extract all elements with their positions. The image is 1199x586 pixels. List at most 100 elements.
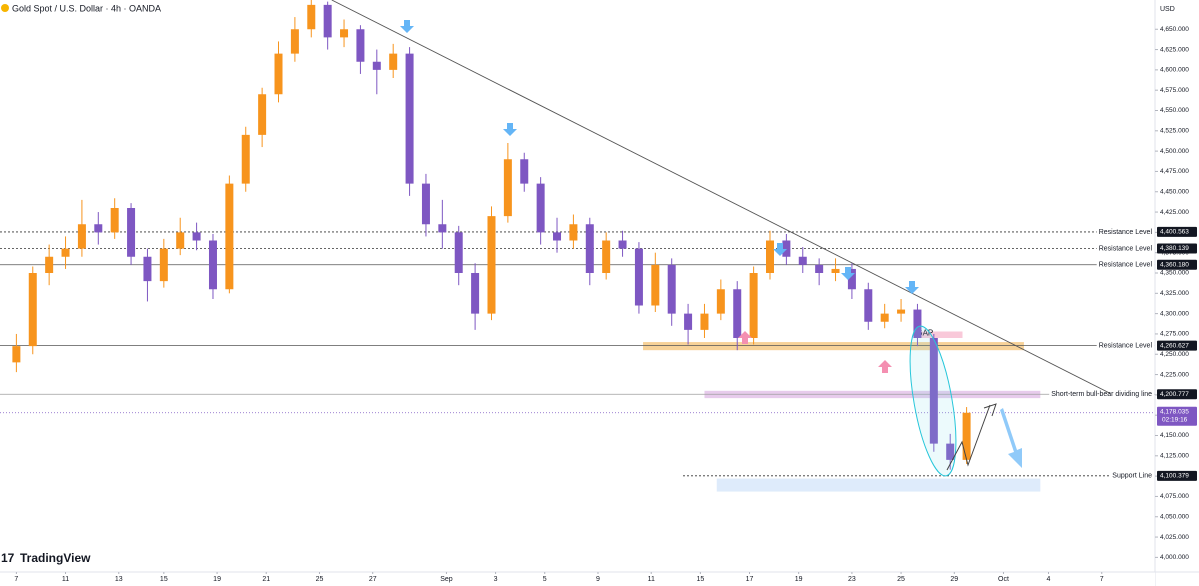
x-tick-label: 15	[160, 576, 168, 583]
candle-body	[553, 232, 562, 241]
candle-body	[127, 208, 136, 257]
candle-body	[356, 29, 365, 62]
candle-body	[487, 216, 496, 314]
x-tick-label: 25	[316, 576, 324, 583]
axes: 4,000.000 4,025.000 4,050.000 4,075.000 4,10…	[14, 26, 1197, 583]
x-tick-label: 23	[848, 576, 856, 583]
plot-area: GAP Resistance Level Resistance Level Resis…	[0, 0, 1155, 492]
current-price-box	[1157, 406, 1197, 426]
level-name-bg	[1110, 471, 1155, 481]
level-name: Resistance Level	[1099, 229, 1153, 236]
candle-body	[897, 309, 906, 314]
candle-body	[159, 248, 168, 282]
candle-body	[602, 240, 611, 273]
y-tick-label: 4,450.000	[1160, 188, 1189, 195]
candle-body	[290, 29, 299, 54]
y-tick-label: 4,300.000	[1160, 310, 1189, 317]
y-tick-label: 4,550.000	[1160, 107, 1189, 114]
x-tick-label: 5	[543, 576, 547, 583]
y-tick-label: 4,275.000	[1160, 331, 1189, 338]
brand-logo: 17	[1, 551, 15, 565]
candle-body	[929, 338, 938, 444]
candle-body	[372, 61, 381, 70]
down-arrow	[841, 267, 855, 280]
candle-body	[340, 29, 349, 38]
level-name: Short-term bull-bear dividing line	[1051, 391, 1152, 398]
level-name-bg	[1096, 244, 1155, 254]
level-price-label: 4,260.627	[1160, 342, 1189, 349]
level-price-box	[1157, 243, 1197, 254]
candle-body	[962, 412, 971, 460]
marker-arrows-up	[738, 331, 892, 373]
y-tick-label: 4,500.000	[1160, 148, 1189, 155]
candle-body	[94, 224, 103, 233]
level-price-box	[1157, 226, 1197, 237]
candle-body	[454, 232, 463, 273]
zone-label: GAP	[916, 329, 933, 338]
candle-body	[503, 159, 512, 217]
y-tick-label: 4,425.000	[1160, 209, 1189, 216]
level-name: Support Line	[1112, 473, 1152, 480]
level-price-label: 4,100.379	[1160, 473, 1189, 480]
candle-body	[307, 4, 316, 30]
candle-body	[831, 268, 840, 273]
x-tick-label: 17	[746, 576, 754, 583]
level-price-label: 4,360.180	[1160, 261, 1189, 268]
level-name-bg	[1096, 227, 1155, 237]
candle-body	[225, 183, 234, 290]
current-price-label: 4,178.035	[1160, 408, 1189, 415]
down-arrow	[773, 243, 787, 256]
y-tick-label: 4,475.000	[1160, 168, 1189, 175]
countdown: 02:19:16	[1162, 416, 1188, 423]
level-price-box	[1157, 259, 1197, 270]
candle-body	[733, 289, 742, 338]
down-arrow	[400, 20, 414, 33]
candle-body	[208, 240, 217, 290]
candle-body	[864, 289, 873, 322]
trendline	[331, 0, 1111, 394]
candle-body	[110, 208, 119, 233]
x-tick-label: 19	[795, 576, 803, 583]
zone	[913, 331, 963, 338]
y-tick-label: 4,625.000	[1160, 46, 1189, 53]
y-tick-label: 4,350.000	[1160, 270, 1189, 277]
y-tick-label: 4,250.000	[1160, 351, 1189, 358]
candle-body	[634, 248, 643, 306]
y-tick-label: 4,225.000	[1160, 371, 1189, 378]
candle-body	[176, 232, 185, 249]
y-tick-label: 4,125.000	[1160, 453, 1189, 460]
highlight-ellipse	[909, 325, 957, 477]
candle-body	[143, 256, 152, 282]
x-tick-label: 4	[1047, 576, 1051, 583]
x-tick-label: 3	[494, 576, 498, 583]
x-tick-label: 7	[14, 576, 18, 583]
candle-body	[569, 224, 578, 241]
y-tick-label: 4,650.000	[1160, 26, 1189, 33]
x-tick-label: 9	[596, 576, 600, 583]
candle-body	[782, 240, 791, 257]
level-price-box	[1157, 470, 1197, 481]
candle-body	[913, 309, 922, 338]
zone	[716, 478, 1041, 492]
candle-body	[389, 53, 398, 70]
up-arrow	[878, 360, 892, 373]
projection-path	[946, 404, 991, 471]
level-price-box	[1157, 389, 1197, 400]
x-tick-label: 21	[262, 576, 270, 583]
x-tick-label: Oct	[998, 576, 1009, 583]
price-axis	[1155, 0, 1199, 586]
y-tick-label: 4,600.000	[1160, 67, 1189, 74]
candle-body	[241, 134, 250, 184]
candle-body	[12, 346, 21, 363]
x-tick-label: 13	[115, 576, 123, 583]
level-name: Resistance Level	[1099, 245, 1153, 252]
candle-body	[192, 232, 201, 241]
candle-body	[274, 53, 283, 95]
y-tick-label: 4,575.000	[1160, 87, 1189, 94]
candle-body	[520, 159, 529, 184]
level-price-label: 4,380.139	[1160, 245, 1189, 252]
x-tick-label: 25	[897, 576, 905, 583]
candle-body	[405, 53, 414, 184]
x-tick-label: Sep	[440, 576, 453, 583]
